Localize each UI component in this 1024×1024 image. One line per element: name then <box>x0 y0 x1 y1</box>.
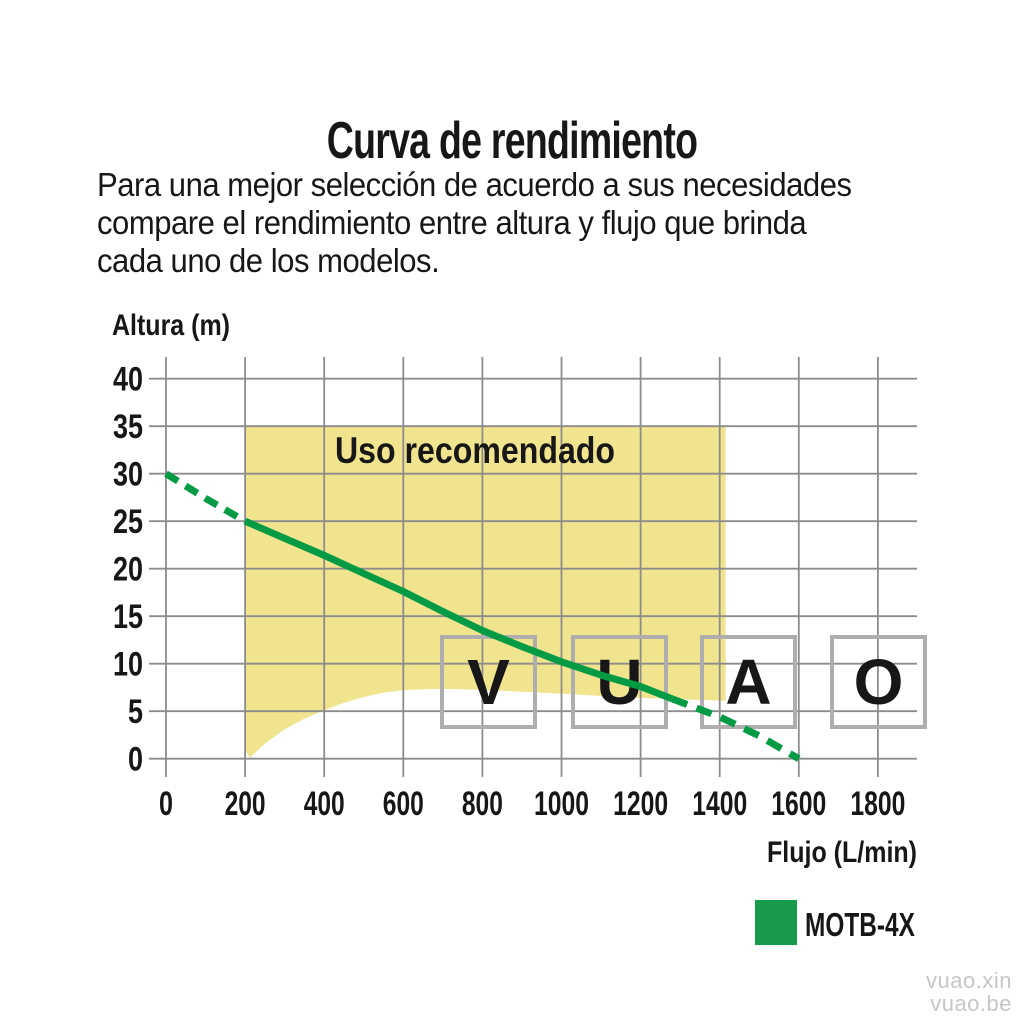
y-tick-label: 5 <box>128 693 143 731</box>
x-tick-label: 1000 <box>534 785 589 823</box>
site-watermark-line-2: vuao.be <box>930 991 1012 1016</box>
y-tick-label: 35 <box>113 408 143 446</box>
x-tick-label: 600 <box>383 785 424 823</box>
page-title: Curva de rendimiento <box>326 111 698 170</box>
watermark-box <box>571 635 668 729</box>
region-label: Uso recomendado <box>335 430 615 471</box>
y-tick-label: 15 <box>113 598 143 636</box>
x-tick-label: 1400 <box>692 785 747 823</box>
y-axis-label: Altura (m) <box>112 309 230 342</box>
y-tick-label: 30 <box>113 456 143 494</box>
site-watermark-line-1: vuao.xin <box>926 968 1012 993</box>
y-tick-label: 40 <box>113 361 143 399</box>
legend-color-swatch <box>755 900 797 945</box>
watermark-letter: V <box>467 646 510 718</box>
y-tick-label: 20 <box>113 551 143 589</box>
x-tick-label: 1800 <box>850 785 905 823</box>
description-line-3: cada uno de los modelos. <box>97 242 440 279</box>
site-watermark: vuao.xin vuao.be <box>926 969 1012 1015</box>
series-dashed-head <box>164 470 247 525</box>
x-tick-label: 200 <box>225 785 266 823</box>
y-tick-label: 25 <box>113 503 143 541</box>
description-line-1: Para una mejor selección de acuerdo a su… <box>97 166 852 203</box>
x-axis-label: Flujo (L/min) <box>767 836 917 869</box>
watermark-letter: O <box>854 646 904 718</box>
x-tick-label: 1600 <box>771 785 826 823</box>
series-dashed-tail <box>670 695 801 762</box>
legend-model-label: MOTB-4X <box>805 906 915 943</box>
page-description: Para una mejor selección de acuerdo a su… <box>97 166 852 280</box>
description-line-2: compare el rendimiento entre altura y fl… <box>97 204 807 241</box>
x-tick-label: 400 <box>304 785 345 823</box>
watermark-box <box>830 635 927 729</box>
x-tick-label: 0 <box>159 785 173 823</box>
x-tick-label: 1200 <box>613 785 668 823</box>
y-tick-label: 0 <box>128 741 143 779</box>
watermark-letter: A <box>725 646 771 718</box>
y-tick-label: 10 <box>113 646 143 684</box>
x-tick-label: 800 <box>462 785 503 823</box>
watermark-box <box>440 635 537 729</box>
series-solid-line <box>243 517 674 703</box>
